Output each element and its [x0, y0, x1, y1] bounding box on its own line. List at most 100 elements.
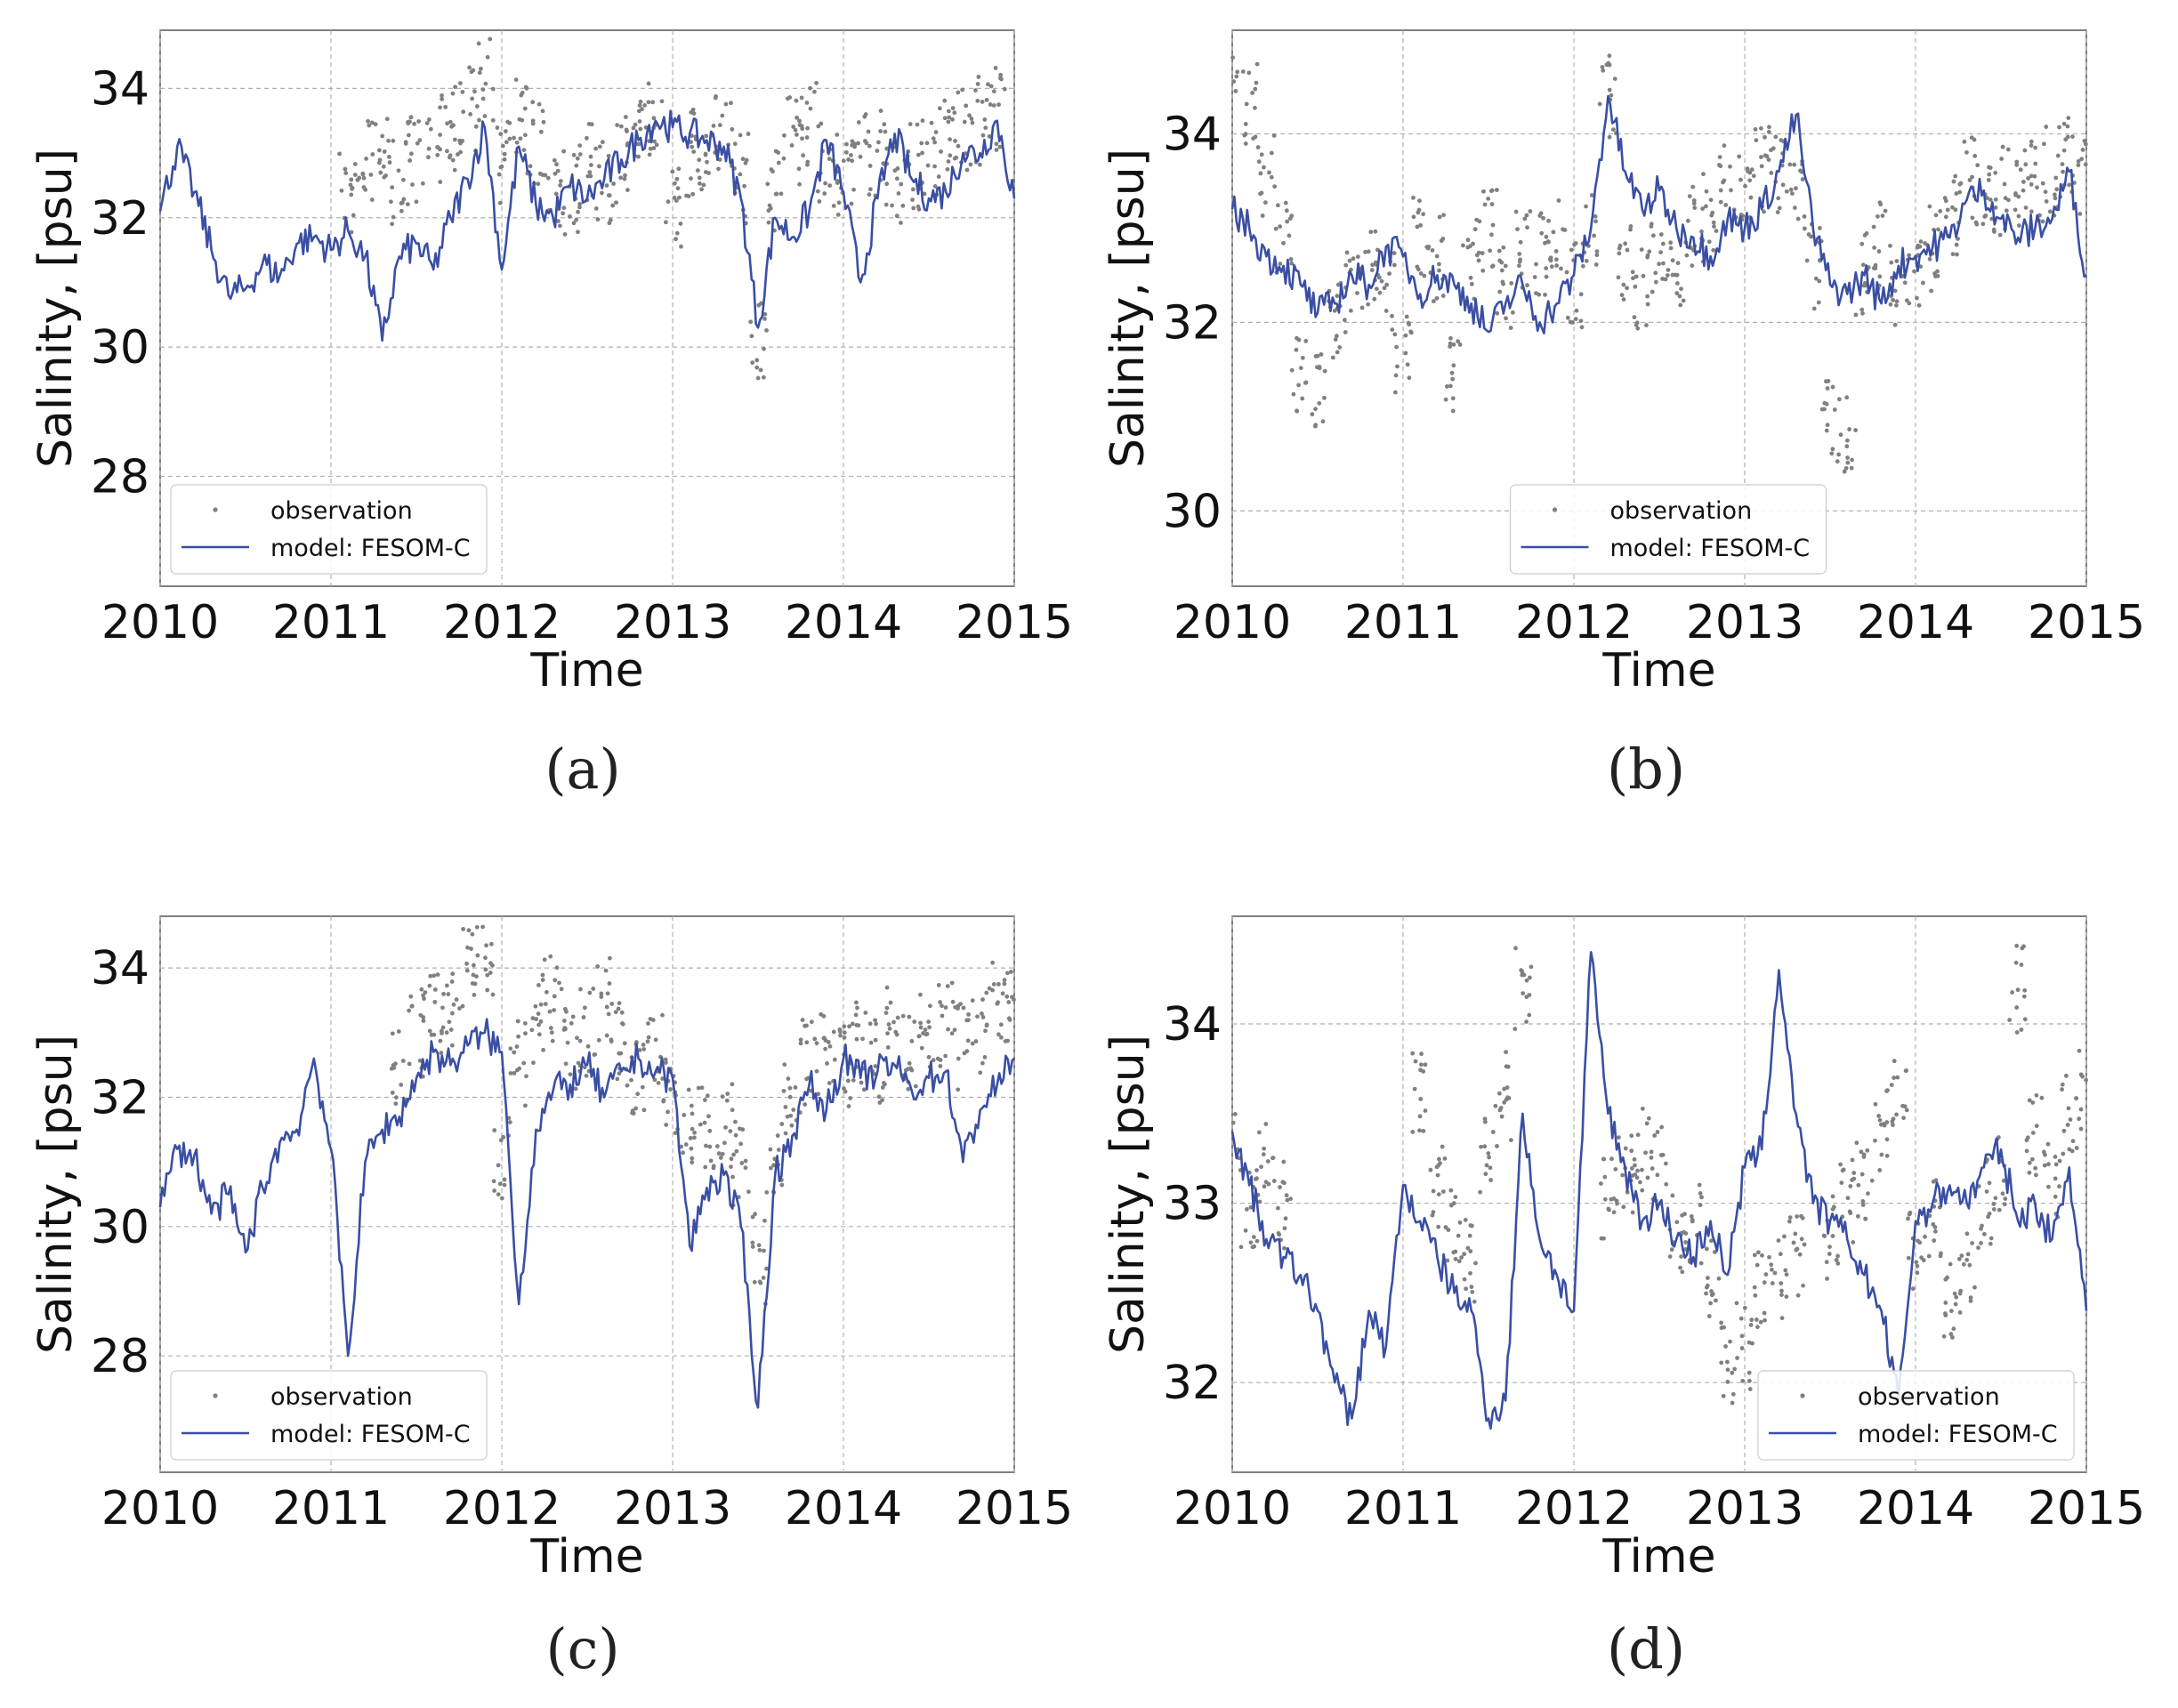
observation-point — [1497, 289, 1503, 294]
observation-point — [816, 124, 821, 129]
observation-point — [1948, 1332, 1954, 1337]
observation-point — [1489, 264, 1495, 270]
observation-point — [1892, 1076, 1897, 1080]
observation-point — [1884, 1137, 1890, 1142]
observation-point — [1945, 207, 1950, 213]
observation-point — [1704, 1246, 1709, 1252]
observation-point — [2019, 1027, 2024, 1032]
y-axis-label: Salinity, [psu] — [29, 149, 83, 468]
observation-point — [408, 994, 414, 999]
observation-point — [851, 1077, 856, 1083]
observation-point — [2078, 1126, 2084, 1132]
observation-point — [1415, 224, 1420, 230]
observation-point — [1644, 323, 1649, 327]
observation-point — [574, 217, 579, 222]
observation-point — [571, 221, 577, 226]
observation-point — [1544, 274, 1549, 279]
observation-point — [1456, 1259, 1462, 1264]
observation-point — [890, 203, 894, 208]
observation-point — [637, 1048, 642, 1052]
observation-point — [1754, 1262, 1760, 1268]
observation-point — [1665, 273, 1670, 278]
observation-point — [1593, 219, 1598, 224]
observation-point — [1894, 259, 1900, 263]
observation-point — [969, 117, 974, 121]
observation-point — [2047, 209, 2053, 214]
observation-point — [768, 1147, 773, 1152]
observation-point — [1337, 345, 1343, 350]
observation-point — [1288, 1196, 1294, 1202]
observation-point — [1678, 302, 1683, 308]
observation-point — [1811, 306, 1817, 311]
observation-point — [1723, 203, 1729, 207]
observation-point — [367, 123, 372, 128]
observation-point — [2065, 134, 2070, 140]
observation-point — [1431, 1210, 1436, 1214]
observation-point — [1556, 198, 1561, 203]
observation-point — [512, 1050, 517, 1055]
observation-point — [467, 65, 472, 70]
observation-point — [1907, 253, 1912, 258]
observation-point — [1630, 1210, 1635, 1215]
observation-point — [1784, 189, 1789, 194]
observation-point — [734, 1148, 739, 1154]
observation-point — [428, 126, 433, 132]
observation-point — [504, 140, 509, 145]
observation-point — [832, 1057, 837, 1062]
observation-point — [1524, 213, 1529, 218]
legend-observation-marker — [213, 507, 218, 512]
observation-point — [1632, 315, 1637, 319]
observation-point — [1597, 101, 1602, 107]
observation-point — [1546, 239, 1551, 245]
observation-point — [559, 987, 564, 992]
observation-point — [846, 1104, 851, 1108]
observation-point — [521, 148, 527, 153]
observation-point — [1005, 1038, 1010, 1043]
observation-point — [1565, 315, 1570, 320]
observation-point — [561, 149, 567, 154]
observation-point — [465, 945, 470, 950]
observation-point — [1968, 1295, 1973, 1301]
observation-point — [909, 1068, 915, 1073]
observation-point — [2076, 158, 2081, 164]
observation-point — [1742, 1305, 1747, 1310]
observation-point — [2018, 167, 2023, 173]
observation-point — [642, 103, 648, 108]
observation-point — [823, 1038, 828, 1043]
observation-point — [762, 316, 767, 321]
observation-point — [577, 152, 583, 157]
observation-point — [516, 1034, 521, 1039]
observation-point — [1773, 134, 1779, 140]
observation-point — [399, 1083, 404, 1087]
observation-point — [900, 1013, 906, 1019]
observation-point — [932, 140, 937, 145]
observation-point — [519, 93, 524, 98]
observation-point — [588, 163, 593, 167]
observation-point — [537, 171, 543, 176]
observation-point — [447, 155, 452, 160]
observation-point — [1515, 227, 1520, 232]
observation-point — [635, 1092, 641, 1097]
observation-point — [1489, 232, 1494, 238]
observation-point — [577, 201, 583, 206]
observation-point — [674, 237, 678, 242]
x-tick-label: 2013 — [614, 596, 731, 649]
observation-point — [786, 1076, 791, 1081]
observation-point — [2000, 144, 2005, 149]
observation-point — [1838, 432, 1843, 438]
observation-point — [1758, 125, 1763, 131]
observation-point — [1684, 253, 1690, 258]
observation-point — [444, 983, 449, 988]
observation-point — [2066, 1106, 2071, 1111]
observation-point — [609, 1002, 615, 1006]
observation-point — [1992, 230, 1996, 234]
observation-point — [1667, 1254, 1673, 1259]
observation-point — [740, 157, 746, 162]
observation-point — [854, 1036, 859, 1042]
observation-point — [1724, 1359, 1730, 1365]
observation-point — [1528, 975, 1532, 980]
observation-point — [1943, 214, 1948, 220]
observation-point — [444, 149, 449, 154]
observation-point — [1869, 1178, 1875, 1183]
observation-point — [615, 1076, 620, 1082]
